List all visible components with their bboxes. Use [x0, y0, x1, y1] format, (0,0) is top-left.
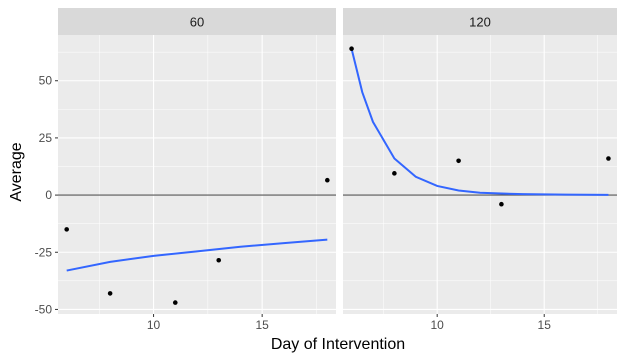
data-point — [349, 46, 354, 52]
y-tick-label: -50 — [35, 302, 53, 316]
data-point — [456, 158, 461, 164]
y-axis-title: Average — [8, 142, 25, 201]
y-tick-label: 0 — [45, 188, 52, 202]
x-tick-label: 15 — [538, 318, 552, 332]
fit-curve — [66, 238, 328, 272]
data-point — [64, 227, 69, 232]
y-tick-label: -25 — [35, 245, 53, 259]
data-point — [172, 300, 178, 305]
data-point — [392, 171, 397, 176]
x-axis-title: Day of Intervention — [271, 336, 405, 353]
panel-background — [343, 35, 617, 314]
x-tick-label: 10 — [431, 318, 445, 332]
y-tick-label: 50 — [39, 74, 53, 88]
fit-curve — [350, 48, 609, 196]
facet-panel-60: 60 10 15 -50 -25 0 25 50 — [35, 8, 336, 332]
data-point — [499, 201, 504, 207]
data-point — [606, 156, 611, 161]
panel-background — [58, 35, 336, 314]
x-tick-label: 10 — [147, 318, 161, 332]
facet-strip-label: 60 — [190, 15, 204, 30]
y-tick-label: 25 — [39, 131, 53, 145]
data-point — [325, 177, 330, 183]
facet-strip — [58, 8, 336, 35]
facet-strip — [343, 8, 617, 35]
facet-strip-label: 120 — [469, 15, 491, 30]
data-point — [107, 291, 113, 296]
data-point — [216, 257, 222, 263]
facet-panel-120: 120 10 15 — [343, 8, 617, 332]
x-tick-label: 15 — [255, 318, 269, 332]
